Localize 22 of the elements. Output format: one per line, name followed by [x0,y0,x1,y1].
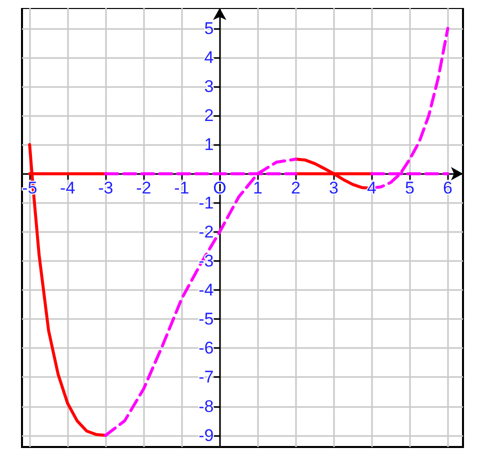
y-tick-label: -2 [198,222,214,242]
y-tick-label: 5 [204,18,214,38]
x-tick-label: -4 [60,178,76,198]
y-tick-label: 2 [204,106,214,126]
x-tick-label: -3 [98,178,114,198]
x-tick-label: 1 [252,178,262,198]
x-tick-label: -1 [174,178,190,198]
y-tick-label: 3 [204,76,214,96]
x-tick-label: 3 [329,178,338,198]
y-tick-label: -5 [198,310,214,329]
x-tick-label: 6 [443,178,453,198]
x-tick-label: 2 [290,178,300,198]
y-tick-label: -6 [198,338,214,358]
y-tick-label: -7 [198,368,214,387]
y-tick-label: -8 [198,396,214,416]
y-tick-label: -9 [198,426,214,445]
x-tick-label: 5 [405,178,415,198]
y-tick-label: -4 [198,280,214,300]
y-tick-label: 4 [204,48,214,67]
x-tick-label: -2 [136,178,152,198]
y-tick-label: -1 [198,193,214,212]
y-tick-label: 1 [204,135,214,154]
